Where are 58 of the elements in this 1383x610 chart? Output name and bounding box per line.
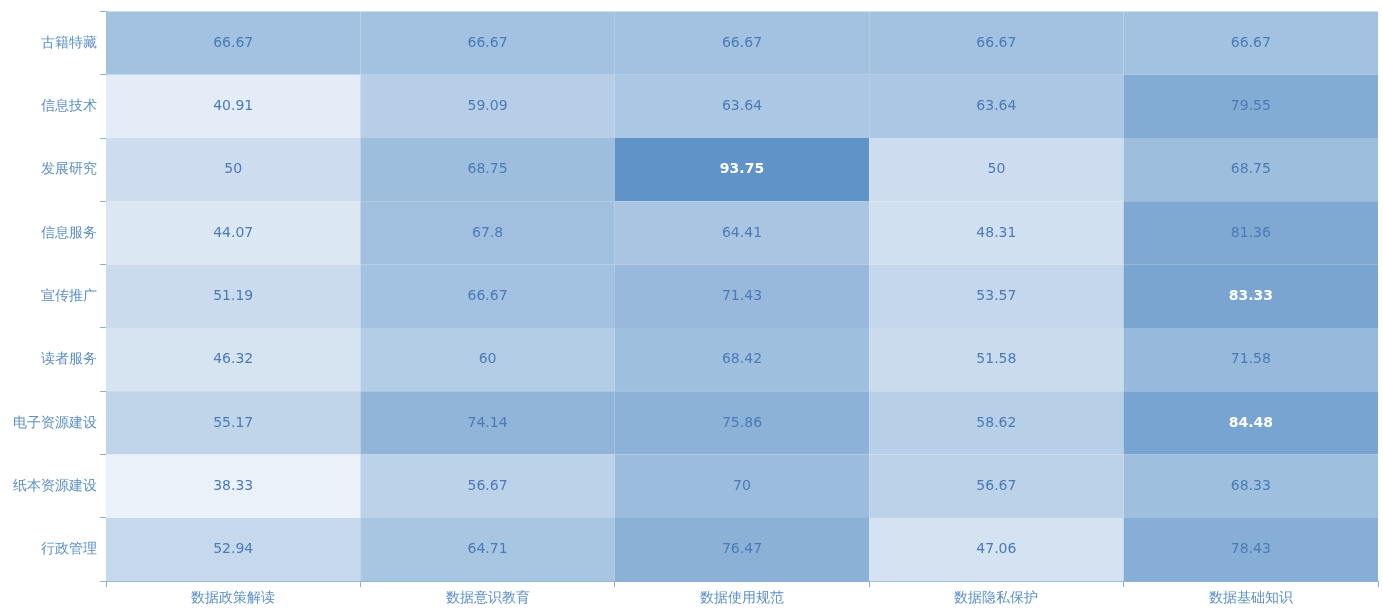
data-label: 83.33 <box>1228 286 1273 303</box>
data-label: 46.32 <box>213 350 254 367</box>
y-tick-label: 宣传推广 <box>41 286 97 303</box>
data-label: 63.64 <box>721 97 763 114</box>
data-label: 40.91 <box>213 97 254 114</box>
data-label: 78.43 <box>1230 540 1271 557</box>
y-tick-label: 发展研究 <box>41 160 97 177</box>
data-label: 71.58 <box>1230 350 1271 367</box>
data-label: 50 <box>987 160 1006 177</box>
data-label: 66.67 <box>467 33 508 50</box>
y-tick-label: 行政管理 <box>41 540 97 557</box>
x-tick-label: 数据基础知识 <box>1208 589 1293 606</box>
data-label: 66.67 <box>721 33 763 50</box>
data-label: 93.75 <box>719 160 765 177</box>
data-label: 74.14 <box>467 413 508 430</box>
data-label: 52.94 <box>213 540 254 557</box>
data-label: 55.17 <box>213 413 254 430</box>
data-label: 67.8 <box>472 223 504 240</box>
data-label: 51.19 <box>213 286 254 303</box>
x-tick-label: 数据政策解读 <box>191 589 276 606</box>
data-label: 44.07 <box>213 223 254 240</box>
data-label: 66.67 <box>976 33 1017 50</box>
data-label: 64.71 <box>467 540 508 557</box>
data-label: 53.57 <box>976 286 1017 303</box>
y-tick-label: 纸本资源建设 <box>13 476 97 493</box>
data-label: 59.09 <box>467 97 508 114</box>
y-tick-label: 信息技术 <box>41 97 97 114</box>
data-label: 75.86 <box>721 413 763 430</box>
data-label: 84.48 <box>1228 413 1273 430</box>
x-tick-label: 数据隐私保护 <box>954 589 1039 606</box>
data-label: 68.75 <box>1230 160 1271 177</box>
data-label: 68.42 <box>721 350 763 367</box>
data-label: 68.33 <box>1230 476 1271 493</box>
data-label: 56.67 <box>467 476 508 493</box>
data-label: 68.75 <box>467 160 508 177</box>
data-label: 58.62 <box>976 413 1017 430</box>
data-label: 79.55 <box>1230 97 1271 114</box>
data-label: 50 <box>224 160 243 177</box>
data-label: 47.06 <box>976 540 1017 557</box>
data-label: 71.43 <box>721 286 763 303</box>
data-label: 56.67 <box>976 476 1017 493</box>
x-tick-label: 数据使用规范 <box>700 589 784 606</box>
data-label: 66.67 <box>467 286 508 303</box>
y-tick-label: 电子资源建设 <box>13 413 97 430</box>
data-label: 76.47 <box>721 540 763 557</box>
data-label: 48.31 <box>976 223 1017 240</box>
y-tick-label: 信息服务 <box>41 223 97 240</box>
data-label: 60 <box>478 350 497 367</box>
data-label: 63.64 <box>976 97 1017 114</box>
data-label: 70 <box>733 476 751 493</box>
x-tick-label: 数据意识教育 <box>445 589 530 606</box>
data-label: 66.67 <box>213 33 254 50</box>
data-label: 51.58 <box>976 350 1017 367</box>
y-tick-label: 古籍特藏 <box>41 33 97 50</box>
y-tick-label: 读者服务 <box>41 350 97 367</box>
data-label: 38.33 <box>213 476 254 493</box>
data-label: 64.41 <box>721 223 763 240</box>
data-label: 66.67 <box>1230 33 1271 50</box>
